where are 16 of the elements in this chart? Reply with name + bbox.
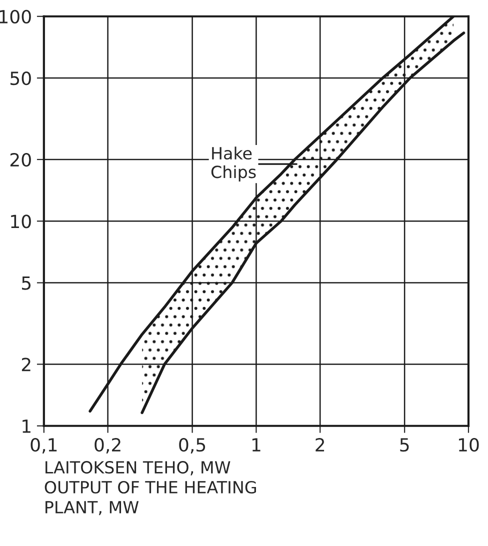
x-tick-label: 2 <box>316 438 324 452</box>
annotation: Hake Chips <box>211 146 256 182</box>
x-tick-label: 0,5 <box>179 438 206 454</box>
y-tick-label: 10 <box>11 214 31 228</box>
y-tick-label: 100 <box>0 10 31 24</box>
y-tick-label: 2 <box>22 358 30 372</box>
x-tick-label: 1 <box>252 438 260 452</box>
y-tick-label: 20 <box>10 152 31 167</box>
x-tick-label: 10 <box>458 438 479 452</box>
y-tick-label: 50 <box>10 71 31 86</box>
x-axis-title: LAITOKSEN TEHO, MW OUTPUT OF THE HEATING PLANT, MW <box>44 461 256 516</box>
x-tick-label: 5 <box>400 438 409 452</box>
x-tick-label: 0,2 <box>94 438 120 454</box>
y-tick-label: 1 <box>22 420 30 433</box>
x-tick-label: 0,1 <box>30 438 57 454</box>
y-tick-label: 5 <box>22 276 31 290</box>
